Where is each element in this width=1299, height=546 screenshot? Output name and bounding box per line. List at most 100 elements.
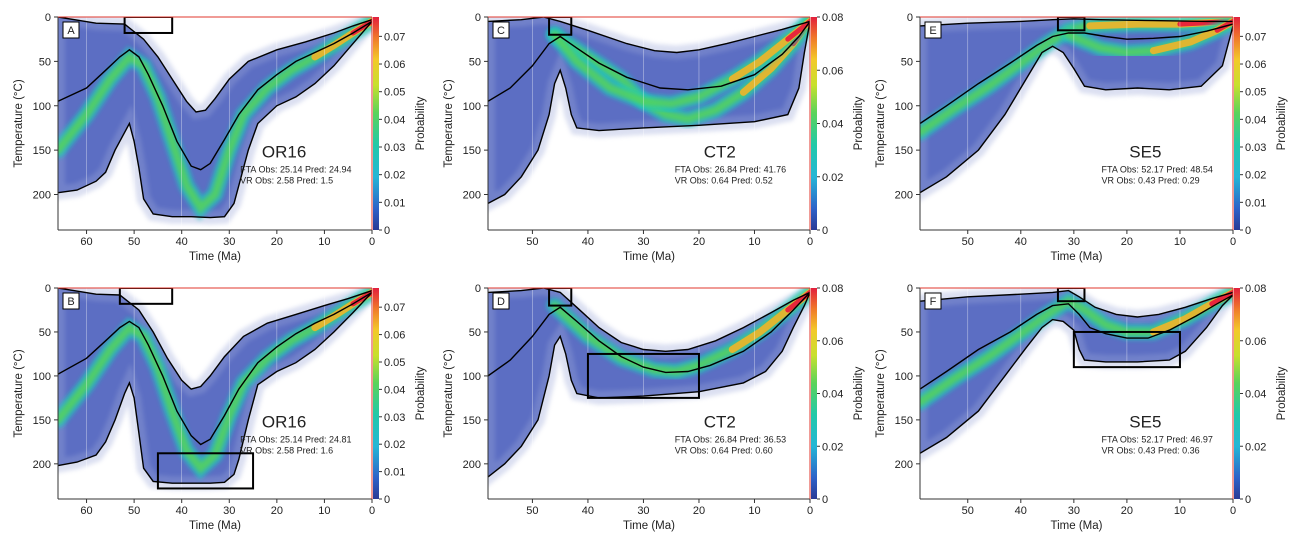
constraint-box — [156, 452, 255, 490]
y-tick-label: 100 — [33, 371, 51, 383]
y-axis-label: Temperature (°C) — [13, 349, 25, 437]
y-tick-label: 200 — [463, 190, 481, 202]
probability-ridge-peak — [1209, 289, 1233, 307]
colorbar-tick-label: 0.03 — [1245, 142, 1266, 154]
x-tick-label: 50 — [128, 505, 140, 517]
thermal-path-line — [920, 289, 1233, 318]
colorbar-tick-label: 0 — [384, 494, 390, 506]
colorbar-label: Probability — [1276, 366, 1288, 420]
x-axis-label: Time (Ma) — [189, 520, 241, 532]
x-tick-label: 0 — [807, 505, 813, 517]
y-tick-label: 0 — [475, 283, 481, 295]
colorbar-tick-label: 0.06 — [384, 330, 405, 342]
colorbar-tick-label: 0.02 — [822, 172, 843, 184]
x-tick-label: 30 — [223, 236, 235, 248]
probability-ridge-peak — [785, 18, 810, 42]
colorbar — [373, 17, 379, 230]
constraint-box — [1056, 288, 1086, 303]
x-axis-label: Time (Ma) — [189, 251, 241, 263]
colorbar — [1234, 17, 1240, 230]
vr-stats: VR Obs: 0.64 Pred: 0.52 — [675, 176, 773, 186]
colorbar-tick-label: 0.06 — [1245, 59, 1266, 71]
y-tick-label: 0 — [907, 12, 913, 24]
y-tick-label: 200 — [895, 190, 913, 202]
x-tick-label: 40 — [582, 505, 594, 517]
vr-stats: VR Obs: 2.58 Pred: 1.6 — [240, 445, 333, 455]
colorbar — [1234, 288, 1240, 499]
x-tick-label: 20 — [693, 236, 705, 248]
y-axis-label: Temperature (°C) — [443, 79, 455, 167]
y-tick-label: 50 — [39, 327, 51, 339]
constraint-box — [123, 17, 174, 34]
y-tick-label: 0 — [475, 12, 481, 24]
colorbar-tick-label: 0 — [1245, 225, 1251, 237]
x-axis-label: Time (Ma) — [623, 251, 675, 263]
y-tick-label: 150 — [463, 415, 481, 427]
y-axis-label: Temperature (°C) — [875, 349, 887, 437]
colorbar-tick-label: 0.03 — [384, 412, 405, 424]
x-tick-label: 50 — [526, 505, 538, 517]
thermal-path-line — [488, 20, 810, 102]
thermal-path-line — [920, 294, 1233, 390]
x-tick-label: 20 — [271, 505, 283, 517]
thermal-path-line — [920, 18, 1233, 27]
y-tick-label: 150 — [895, 415, 913, 427]
colorbar-tick-label: 0 — [822, 225, 828, 237]
x-tick-label: 40 — [1015, 505, 1027, 517]
colorbar-tick-label: 0.07 — [1245, 31, 1266, 43]
colorbar-tick-label: 0 — [822, 494, 828, 506]
sample-name: SE5 — [1129, 412, 1161, 431]
x-tick-label: 50 — [526, 236, 538, 248]
thermal-path-line — [58, 20, 372, 219]
constraint-box — [1056, 17, 1086, 32]
vr-stats: VR Obs: 0.43 Pred: 0.29 — [1102, 176, 1200, 186]
y-tick-label: 50 — [469, 327, 481, 339]
y-tick-label: 150 — [463, 145, 481, 157]
x-tick-label: 0 — [1230, 505, 1236, 517]
y-tick-label: 150 — [33, 415, 51, 427]
probability-cloud — [920, 18, 1233, 193]
colorbar-tick-label: 0.02 — [822, 441, 843, 453]
colorbar-tick-label: 0.04 — [384, 384, 405, 396]
y-tick-label: 0 — [45, 12, 51, 24]
x-tick-label: 50 — [128, 236, 140, 248]
sample-name: OR16 — [262, 143, 306, 162]
thermal-path-line — [920, 25, 1233, 194]
constraint-box — [548, 17, 573, 36]
y-tick-label: 50 — [469, 56, 481, 68]
panel-letter: F — [930, 296, 937, 308]
thermal-path-line — [488, 291, 810, 377]
x-tick-label: 0 — [369, 236, 375, 248]
colorbar-tick-label: 0.05 — [1245, 87, 1266, 99]
colorbar-label: Probability — [1276, 96, 1288, 150]
x-tick-label: 50 — [962, 236, 974, 248]
y-axis-label: Temperature (°C) — [443, 349, 455, 437]
thermal-path-line — [58, 17, 372, 113]
colorbar-tick-label: 0 — [384, 225, 390, 237]
panel-letter: B — [67, 296, 74, 308]
x-tick-label: 50 — [962, 505, 974, 517]
x-tick-label: 30 — [1068, 505, 1080, 517]
constraint-box — [548, 288, 573, 307]
colorbar-tick-label: 0.07 — [384, 31, 405, 43]
colorbar — [811, 288, 817, 499]
colorbar-label: Probability — [853, 366, 865, 420]
panel-letter-box — [924, 21, 942, 39]
x-axis-label: Time (Ma) — [1051, 251, 1103, 263]
colorbar-tick-label: 0.05 — [384, 87, 405, 99]
x-tick-label: 10 — [748, 505, 760, 517]
y-tick-label: 0 — [907, 283, 913, 295]
x-tick-label: 30 — [637, 236, 649, 248]
colorbar-tick-label: 0.04 — [1245, 389, 1266, 401]
sample-name: OR16 — [262, 412, 306, 431]
vr-stats: VR Obs: 0.64 Pred: 0.60 — [675, 445, 773, 455]
x-tick-label: 0 — [1230, 236, 1236, 248]
panel-letter-box — [62, 21, 80, 39]
panel-letter-box — [492, 21, 510, 39]
x-tick-label: 30 — [637, 505, 649, 517]
constraint-box — [1072, 330, 1181, 369]
x-tick-label: 10 — [318, 236, 330, 248]
colorbar — [373, 288, 379, 499]
